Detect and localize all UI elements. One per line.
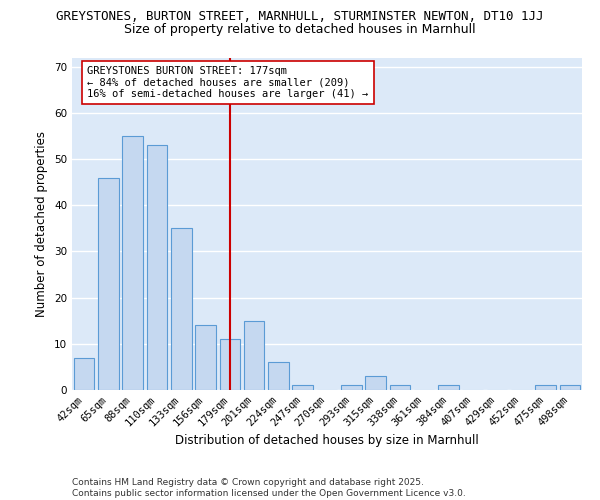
X-axis label: Distribution of detached houses by size in Marnhull: Distribution of detached houses by size …: [175, 434, 479, 447]
Bar: [341, 386, 362, 390]
Y-axis label: Number of detached properties: Number of detached properties: [35, 130, 49, 317]
Bar: [438, 386, 459, 390]
Bar: [244, 320, 265, 390]
Bar: [535, 386, 556, 390]
Bar: [560, 386, 580, 390]
Text: Size of property relative to detached houses in Marnhull: Size of property relative to detached ho…: [124, 22, 476, 36]
Text: GREYSTONES, BURTON STREET, MARNHULL, STURMINSTER NEWTON, DT10 1JJ: GREYSTONES, BURTON STREET, MARNHULL, STU…: [56, 10, 544, 23]
Bar: [74, 358, 94, 390]
Bar: [220, 339, 240, 390]
Bar: [365, 376, 386, 390]
Bar: [389, 386, 410, 390]
Text: Contains HM Land Registry data © Crown copyright and database right 2025.
Contai: Contains HM Land Registry data © Crown c…: [72, 478, 466, 498]
Bar: [122, 136, 143, 390]
Bar: [98, 178, 119, 390]
Text: GREYSTONES BURTON STREET: 177sqm
← 84% of detached houses are smaller (209)
16% : GREYSTONES BURTON STREET: 177sqm ← 84% o…: [88, 66, 368, 99]
Bar: [171, 228, 191, 390]
Bar: [146, 145, 167, 390]
Bar: [292, 386, 313, 390]
Bar: [195, 326, 216, 390]
Bar: [268, 362, 289, 390]
